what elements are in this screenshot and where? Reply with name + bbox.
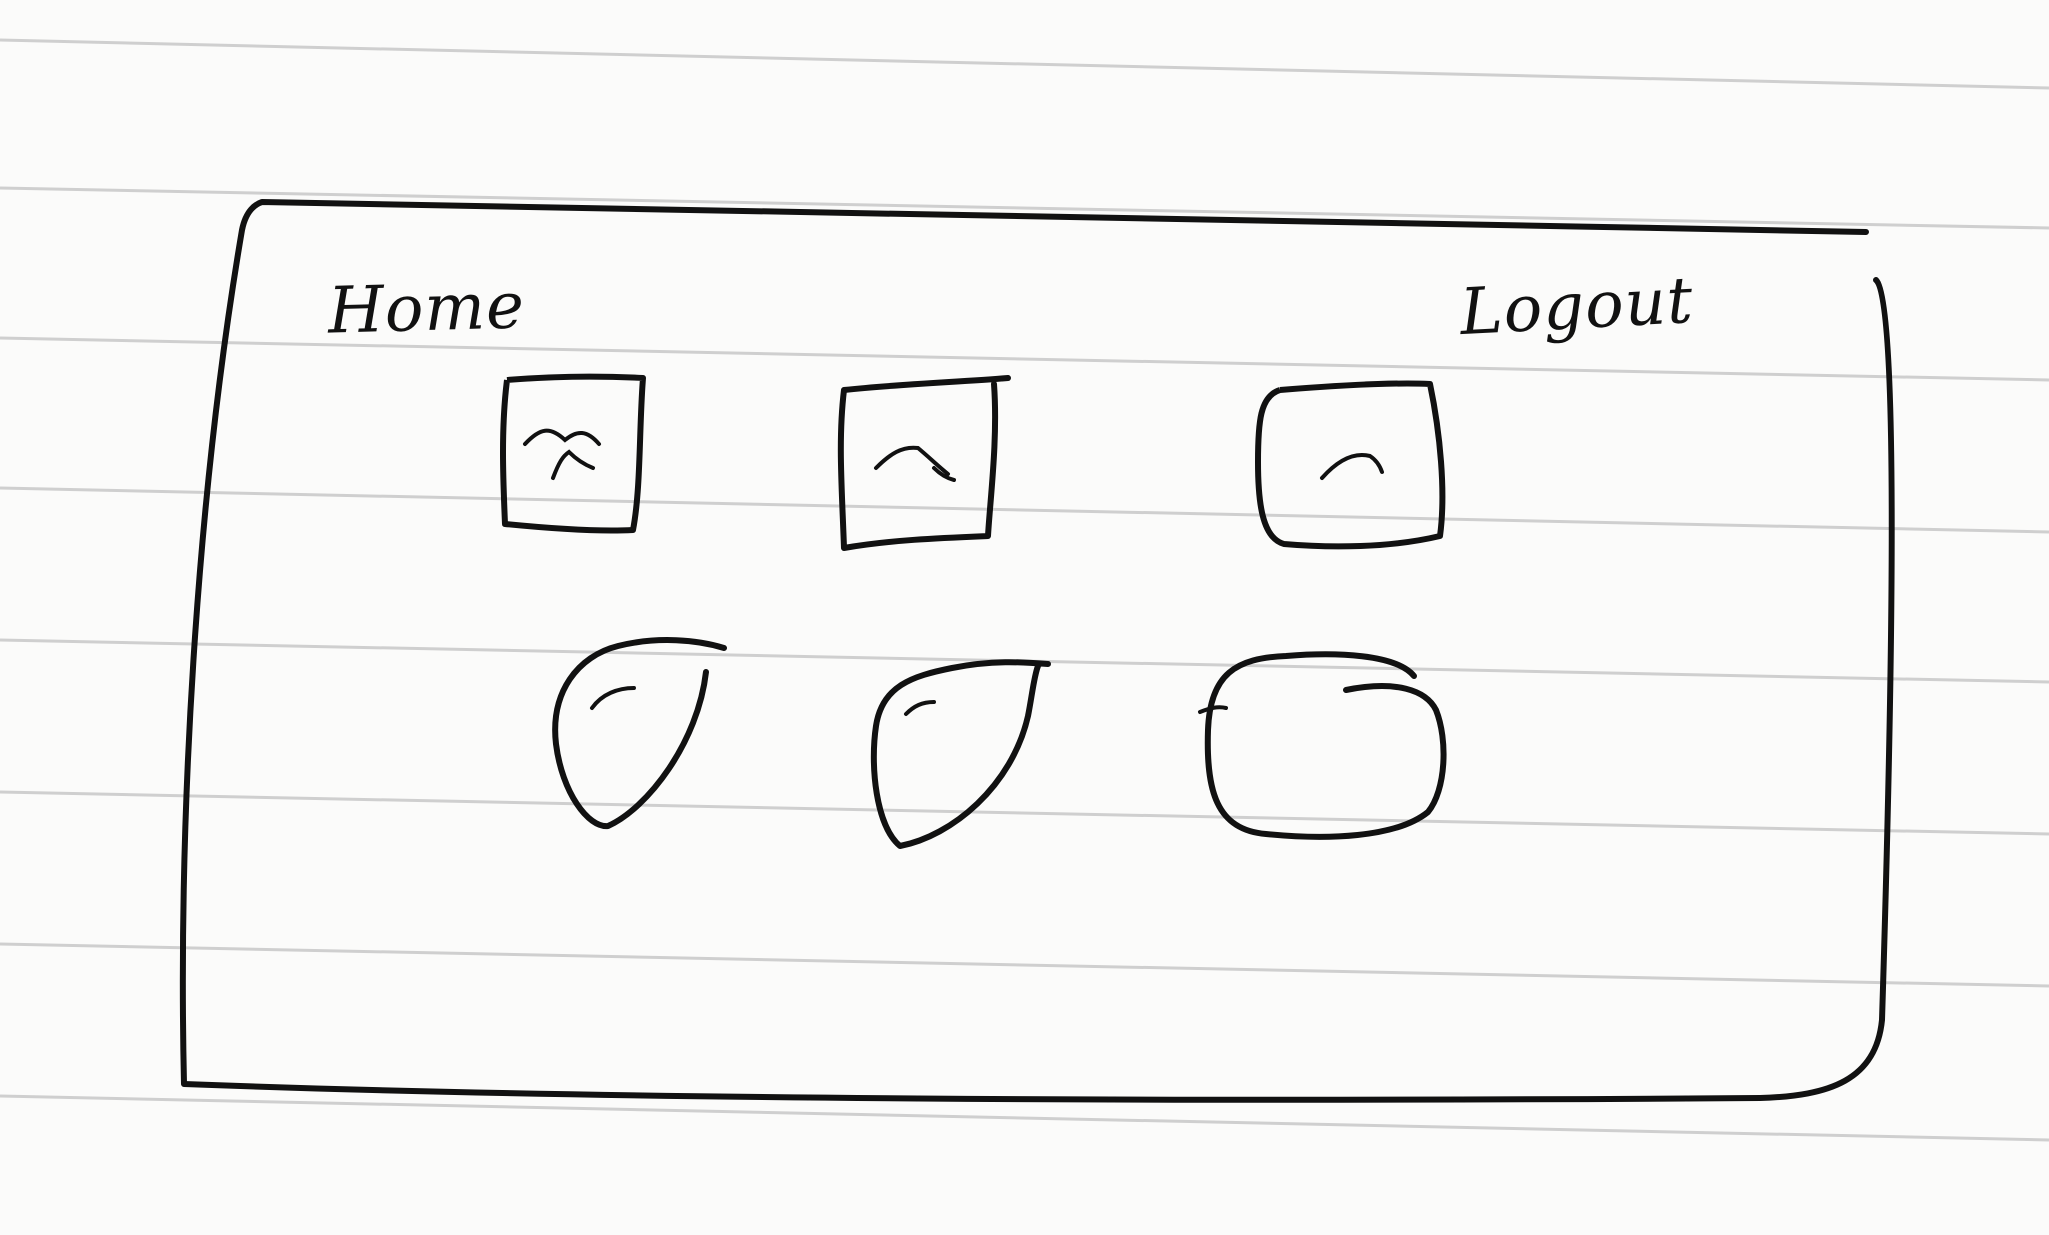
image-placeholder-square [500, 373, 646, 534]
curve-icon [1320, 453, 1384, 480]
home-link[interactable]: Home [327, 269, 526, 349]
mountain-icon [523, 428, 601, 480]
image-placeholder-drop [870, 659, 1051, 849]
curve-icon [590, 686, 636, 710]
image-tile-6[interactable] [1196, 650, 1447, 844]
mountain-icon [874, 445, 956, 482]
image-placeholder-drop [552, 637, 727, 829]
image-tile-1[interactable] [495, 368, 650, 538]
image-placeholder-rounded-square [1255, 380, 1446, 550]
image-placeholder-rounded-square [1198, 651, 1447, 840]
image-tile-5[interactable] [852, 656, 1052, 852]
curve-icon [1198, 705, 1228, 714]
curve-icon [904, 700, 936, 716]
image-tile-2[interactable] [830, 370, 1011, 552]
logout-link[interactable]: Logout [1458, 263, 1696, 351]
image-tile-3[interactable] [1250, 372, 1450, 558]
image-tile-4[interactable] [538, 632, 728, 832]
image-placeholder-square [837, 375, 1011, 551]
